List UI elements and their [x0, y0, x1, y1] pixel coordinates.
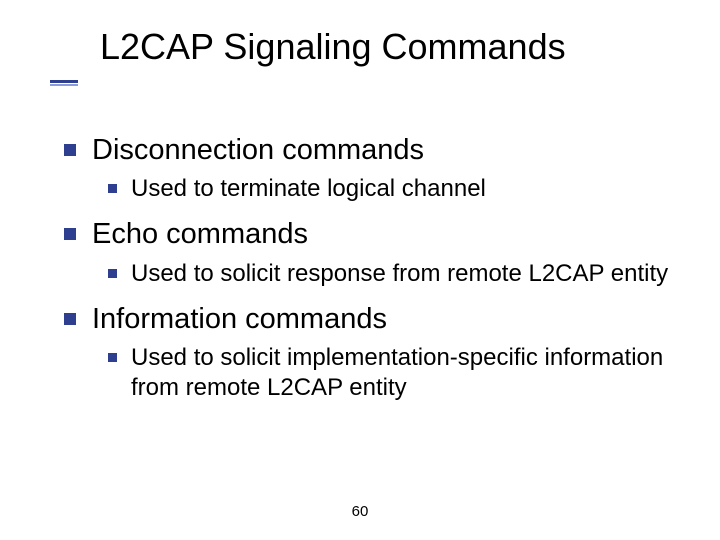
list-subitem-label: Used to solicit implementation-specific …: [131, 343, 671, 403]
square-bullet-icon: [64, 228, 76, 240]
page-number: 60: [0, 503, 720, 520]
title-accent-line: [50, 80, 78, 83]
list-item-label: Disconnection commands: [92, 132, 424, 168]
list-item-label: Echo commands: [92, 216, 308, 252]
square-bullet-icon: [108, 184, 117, 193]
slide-title: L2CAP Signaling Commands: [100, 26, 680, 68]
square-bullet-icon: [64, 313, 76, 325]
slide: L2CAP Signaling Commands Disconnection c…: [0, 0, 720, 540]
list-subitem: Used to terminate logical channel: [108, 174, 680, 204]
square-bullet-icon: [108, 269, 117, 278]
list-item-label: Information commands: [92, 301, 387, 337]
title-accent-line-shadow: [50, 84, 78, 86]
list-item: Echo commands: [64, 216, 680, 252]
list-subitem: Used to solicit response from remote L2C…: [108, 259, 680, 289]
slide-body: Disconnection commands Used to terminate…: [64, 128, 680, 415]
list-subitem-label: Used to terminate logical channel: [131, 174, 486, 204]
list-item: Disconnection commands: [64, 132, 680, 168]
list-subitem: Used to solicit implementation-specific …: [108, 343, 680, 403]
square-bullet-icon: [108, 353, 117, 362]
list-subitem-label: Used to solicit response from remote L2C…: [131, 259, 668, 289]
list-item: Information commands: [64, 301, 680, 337]
square-bullet-icon: [64, 144, 76, 156]
